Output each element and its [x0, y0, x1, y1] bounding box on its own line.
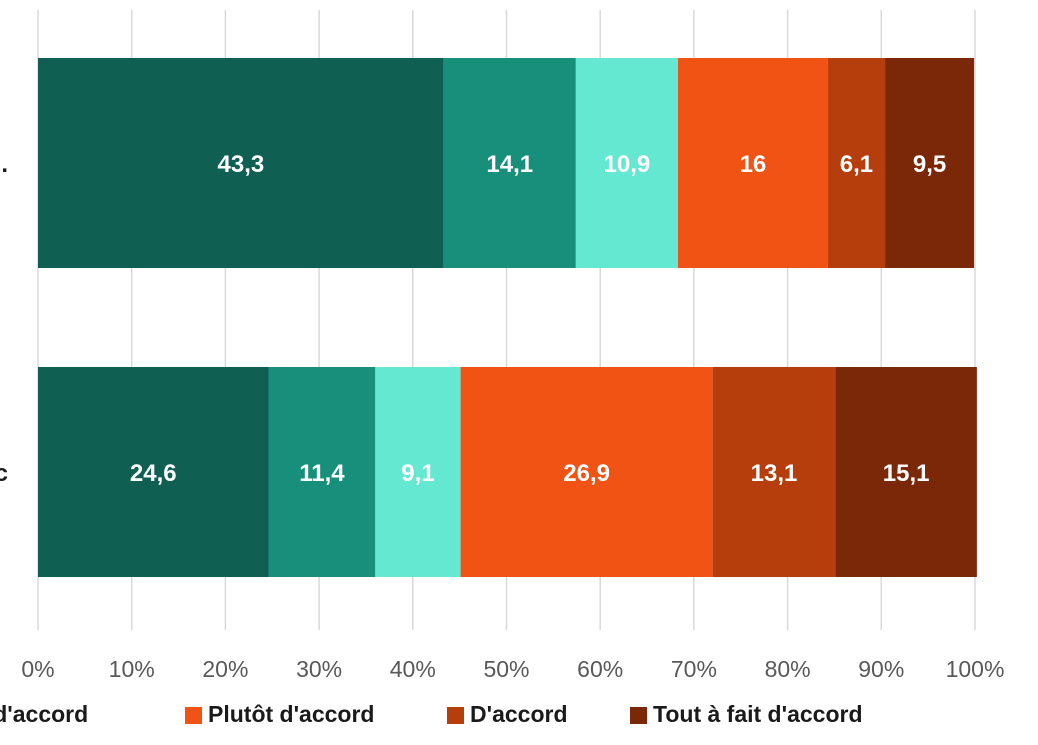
category-label: c: [0, 460, 8, 487]
bar-segment: [443, 58, 576, 268]
x-tick-label: 70%: [671, 656, 717, 682]
data-label: 26,9: [563, 460, 610, 487]
data-label: 6,1: [840, 151, 873, 178]
bar-segment: [460, 367, 713, 577]
data-label: 9,1: [401, 460, 434, 487]
bars: [38, 58, 977, 577]
x-axis-tick-labels: 0% 10% 20% 30% 40% 50% 60% 70% 80% 90% 100%: [21, 656, 1004, 682]
legend-swatch: [630, 707, 647, 724]
x-tick-label: 60%: [577, 656, 623, 682]
bar-segment: [38, 58, 444, 268]
x-tick-label: 20%: [202, 656, 248, 682]
data-label: 16: [740, 151, 767, 178]
data-label: 11,4: [299, 460, 345, 487]
bar-segment: [712, 367, 836, 577]
data-label: 15,1: [883, 460, 930, 487]
data-labels: 43,3 14,1 10,9 16 6,1 9,5 24,6 11,4 9,1 26,9 13,1 1…: [130, 151, 946, 487]
bar-segment: [827, 58, 886, 268]
x-tick-label: 30%: [296, 656, 342, 682]
bar-segment: [677, 58, 828, 268]
bar-segment: [268, 367, 376, 577]
bar-segment: [375, 367, 461, 577]
x-tick-label: 100%: [946, 656, 1005, 682]
legend-label: D'accord: [470, 701, 568, 727]
x-tick-label: 0%: [21, 656, 54, 682]
x-tick-label: 90%: [858, 656, 904, 682]
bar-segment: [835, 367, 977, 577]
data-label: 24,6: [130, 460, 177, 487]
bar-segment: [575, 58, 678, 268]
category-label: .: [1, 151, 8, 178]
data-label: 13,1: [751, 460, 798, 487]
data-label: 9,5: [913, 151, 946, 178]
legend-swatch: [185, 707, 202, 724]
category-labels: .c: [0, 151, 8, 487]
x-tick-label: 80%: [765, 656, 811, 682]
x-tick-label: 40%: [390, 656, 436, 682]
legend-label: ns d'accord: [0, 701, 88, 727]
legend-swatch: [447, 707, 464, 724]
legend-label: Tout à fait d'accord: [653, 701, 863, 727]
x-tick-label: 50%: [483, 656, 529, 682]
x-tick-label: 10%: [109, 656, 155, 682]
bar-segment: [38, 367, 269, 577]
legend-label: Plutôt d'accord: [208, 701, 374, 727]
legend: ns d'accord Plutôt d'accord D'accord Tout à…: [0, 701, 863, 727]
bar-segment: [885, 58, 975, 268]
data-label: 14,1: [486, 151, 533, 178]
data-label: 10,9: [604, 151, 651, 178]
data-label: 43,3: [218, 151, 265, 178]
